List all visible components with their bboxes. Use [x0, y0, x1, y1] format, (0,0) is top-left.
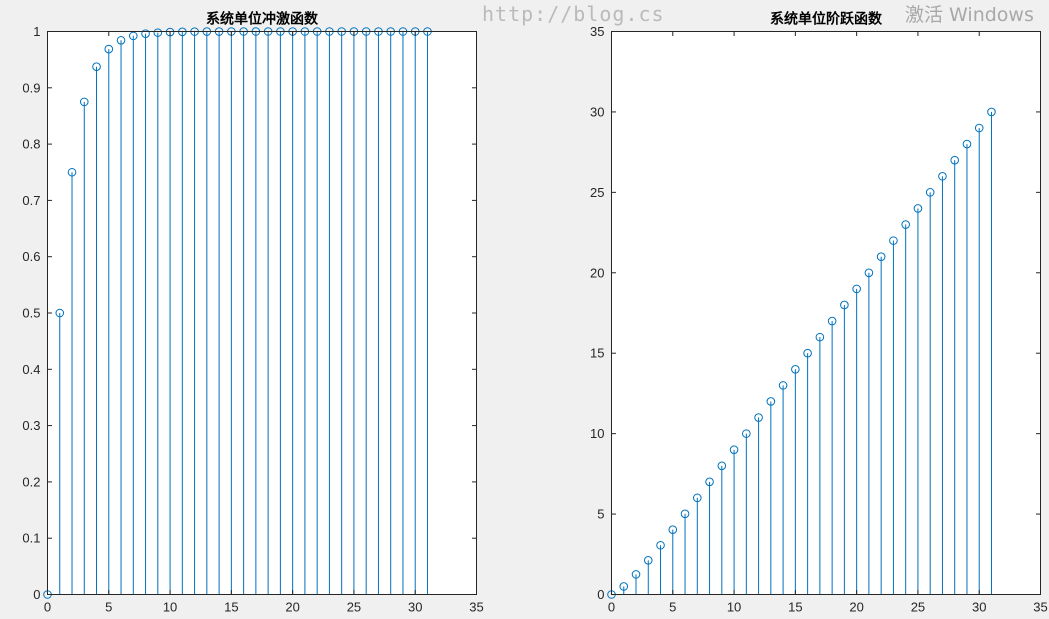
stem-marker [852, 284, 861, 294]
x-tick-label: 0 [608, 600, 615, 615]
y-tick-label: 0 [597, 587, 604, 602]
stem-marker [827, 316, 837, 326]
stem-marker [104, 44, 114, 54]
y-tick-label: 0.9 [22, 80, 40, 95]
x-tick-label: 30 [972, 600, 986, 615]
y-tick-label: 0.5 [22, 306, 40, 321]
stem-marker [754, 413, 763, 422]
stem-marker [141, 29, 150, 38]
x-tick-label: 5 [669, 600, 676, 615]
stem-marker [950, 155, 960, 165]
y-tick-label: 0.8 [22, 137, 40, 152]
axes-2: 0 5 10 15 20 25 30 35 0 5 10 15 20 25 30 35 系统单位阶跃函数 [590, 11, 1048, 615]
y-tick-label: 15 [590, 346, 604, 361]
axes-box [611, 31, 1041, 595]
y-tick-label: 30 [590, 104, 604, 119]
y-tick-label: 20 [590, 265, 604, 280]
x-tick-label: 35 [1033, 600, 1047, 615]
stem-marker [938, 171, 947, 181]
y-tick-label: 35 [590, 24, 604, 39]
stem-marker [116, 35, 126, 45]
y-tick-label: 1 [33, 24, 40, 39]
x-tick-label: 25 [911, 600, 925, 615]
stem-marker [729, 445, 739, 455]
y-tick-label: 0 [33, 587, 40, 602]
watermark-url: http://blog.cs [482, 2, 665, 26]
y-tick-label: 10 [590, 426, 604, 441]
y-tick-label: 0.4 [22, 362, 40, 377]
watermark-windows-activation: 激活 Windows [905, 4, 1034, 26]
x-tick-label: 25 [347, 600, 361, 615]
stem-marker [79, 97, 89, 107]
stem-marker [619, 582, 629, 591]
y-tick-label: 0.3 [22, 418, 40, 433]
x-tick-label: 10 [727, 600, 741, 615]
stem-marker [643, 556, 653, 565]
stem-marker [693, 493, 702, 503]
stem-marker [840, 300, 849, 310]
stem-marker [92, 62, 101, 71]
x-tick-label: 0 [44, 600, 51, 615]
x-tick-label: 15 [224, 600, 238, 615]
stem-marker [815, 332, 825, 342]
y-tick-label: 25 [590, 185, 604, 200]
stem-marker [67, 167, 77, 177]
x-tick-label: 5 [105, 600, 112, 615]
x-tick-label: 30 [408, 600, 422, 615]
stem-marker [129, 31, 138, 41]
stem-marker [962, 139, 972, 149]
stem-marker [153, 28, 163, 37]
stem-marker [668, 525, 678, 534]
y-tick-label: 5 [597, 507, 604, 522]
plot-area [47, 31, 477, 595]
stem-marker [803, 348, 812, 358]
stem-marker [705, 477, 714, 487]
y-tick-label: 0.7 [22, 193, 40, 208]
stem-marker [717, 461, 727, 471]
stem-marker [778, 381, 788, 390]
stem-marker [913, 204, 923, 213]
axes-1: 0 5 10 15 20 25 30 35 0 0.1 0.2 0.3 0.4 0.5 0.6 0.7 0.8 0… [22, 11, 483, 615]
stem-marker [901, 220, 910, 229]
stem-marker [925, 188, 935, 197]
stem-marker [876, 252, 886, 262]
x-tick-label: 20 [849, 600, 863, 615]
x-tick-label: 20 [285, 600, 299, 615]
stem-marker [889, 236, 898, 245]
stem-marker [987, 107, 996, 117]
stem-marker [55, 308, 65, 318]
stem-marker [742, 429, 751, 438]
stem-marker [864, 268, 874, 278]
chart-title: 系统单位阶跃函数 [770, 11, 883, 28]
x-tick-label: 10 [163, 600, 177, 615]
x-tick-label: 15 [788, 600, 802, 615]
chart-title: 系统单位冲激函数 [206, 11, 319, 28]
stem-marker [631, 570, 641, 579]
y-tick-label: 0.6 [22, 249, 40, 264]
stem-marker [656, 540, 665, 550]
y-tick-label: 0.2 [22, 474, 40, 489]
stem-marker [766, 397, 776, 406]
stem-marker [680, 509, 690, 519]
stem-marker [791, 365, 800, 374]
y-tick-label: 0.1 [22, 531, 40, 546]
plot-area [611, 31, 1041, 595]
stem-marker [974, 123, 984, 133]
x-tick-label: 35 [469, 600, 483, 615]
